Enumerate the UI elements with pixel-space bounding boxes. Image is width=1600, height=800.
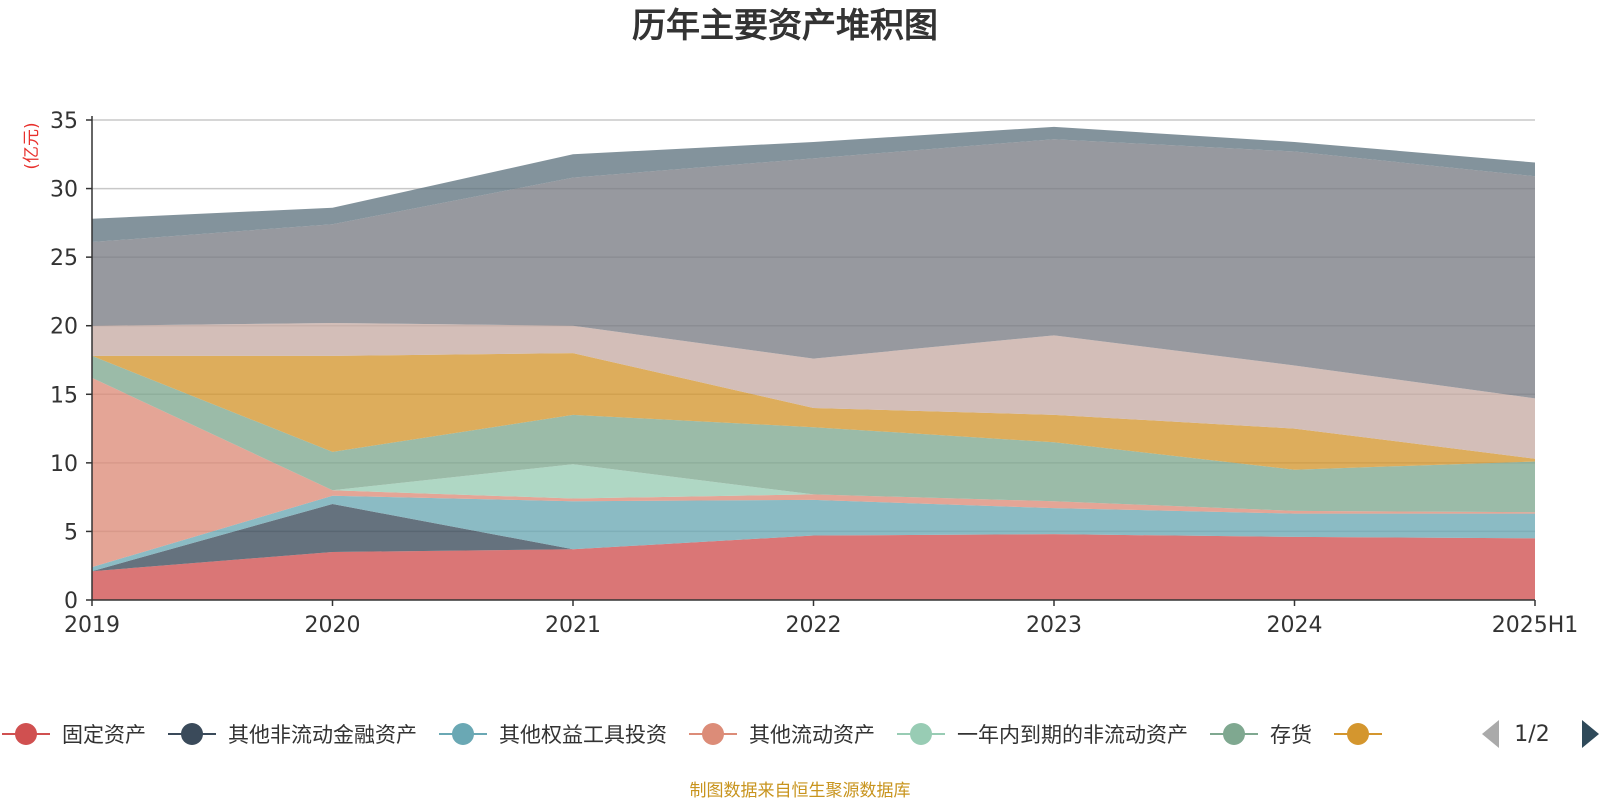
legend-pager: 1/2 — [1482, 720, 1599, 748]
legend-item-1[interactable]: 其他非流动金融资产 — [168, 723, 417, 747]
next-page-icon[interactable] — [1582, 720, 1599, 748]
y-tick-label: 25 — [50, 246, 78, 271]
x-tick-label: 2022 — [786, 613, 842, 638]
y-tick-label: 10 — [50, 452, 78, 477]
chart-title: 历年主要资产堆积图 — [632, 6, 938, 46]
prev-page-icon[interactable] — [1482, 720, 1499, 748]
legend-item-6[interactable] — [1334, 723, 1382, 745]
series-areas — [92, 126, 1535, 600]
legend-item-3[interactable]: 其他流动资产 — [689, 723, 875, 747]
legend-label: 其他权益工具投资 — [499, 723, 667, 747]
legend-item-2[interactable]: 其他权益工具投资 — [439, 723, 667, 747]
y-tick-label: 0 — [64, 589, 78, 614]
y-tick-label: 5 — [64, 520, 78, 545]
y-tick-label: 15 — [50, 383, 78, 408]
legend-label: 其他非流动金融资产 — [228, 723, 417, 747]
series-area-1 — [92, 504, 1535, 572]
series-area-4 — [92, 377, 1535, 513]
x-tick-label: 2021 — [545, 613, 601, 638]
legend-marker-icon — [181, 723, 203, 745]
legend-item-0[interactable]: 固定资产 — [2, 723, 146, 747]
y-tick-label: 30 — [50, 178, 78, 203]
legend-label: 固定资产 — [62, 723, 146, 747]
series-area-8 — [92, 139, 1535, 399]
x-tick-label: 2024 — [1267, 613, 1323, 638]
series-area-6 — [92, 353, 1535, 470]
x-tick-label: 2020 — [305, 613, 361, 638]
legend-page-indicator: 1/2 — [1514, 722, 1549, 747]
x-tick-label: 2025H1 — [1492, 613, 1579, 638]
legend-label: 一年内到期的非流动资产 — [957, 723, 1188, 747]
series-area-5 — [92, 355, 1535, 513]
legend-item-4[interactable]: 一年内到期的非流动资产 — [897, 723, 1188, 747]
series-area-7 — [92, 322, 1535, 459]
legend-label: 存货 — [1270, 723, 1312, 747]
data-source-note: 制图数据来自恒生聚源数据库 — [690, 781, 911, 800]
series-area-0 — [92, 534, 1535, 600]
y-tick-label: 35 — [50, 109, 78, 134]
x-tick-label: 2019 — [64, 613, 120, 638]
legend-marker-icon — [1347, 723, 1369, 745]
legend-label: 其他流动资产 — [749, 723, 875, 747]
legend-marker-icon — [910, 723, 932, 745]
legend-marker-icon — [15, 723, 37, 745]
legend-marker-icon — [702, 723, 724, 745]
y-axis-unit: (亿元) — [22, 122, 42, 169]
legend-marker-icon — [452, 723, 474, 745]
x-tick-label: 2023 — [1026, 613, 1082, 638]
series-area-2 — [92, 495, 1535, 572]
legend-item-5[interactable]: 存货 — [1210, 723, 1312, 747]
legend: 固定资产 其他非流动金融资产 其他权益工具投资 其他流动资产 一年内到期的非流动资产 存货 — [2, 723, 1382, 747]
y-tick-label: 20 — [50, 315, 78, 340]
legend-marker-icon — [1223, 723, 1245, 745]
axes: 0 5 10 15 20 25 30 35 2019 2020 2021 2022 2023 2024 20… — [50, 109, 1578, 638]
series-area-9 — [92, 126, 1535, 243]
